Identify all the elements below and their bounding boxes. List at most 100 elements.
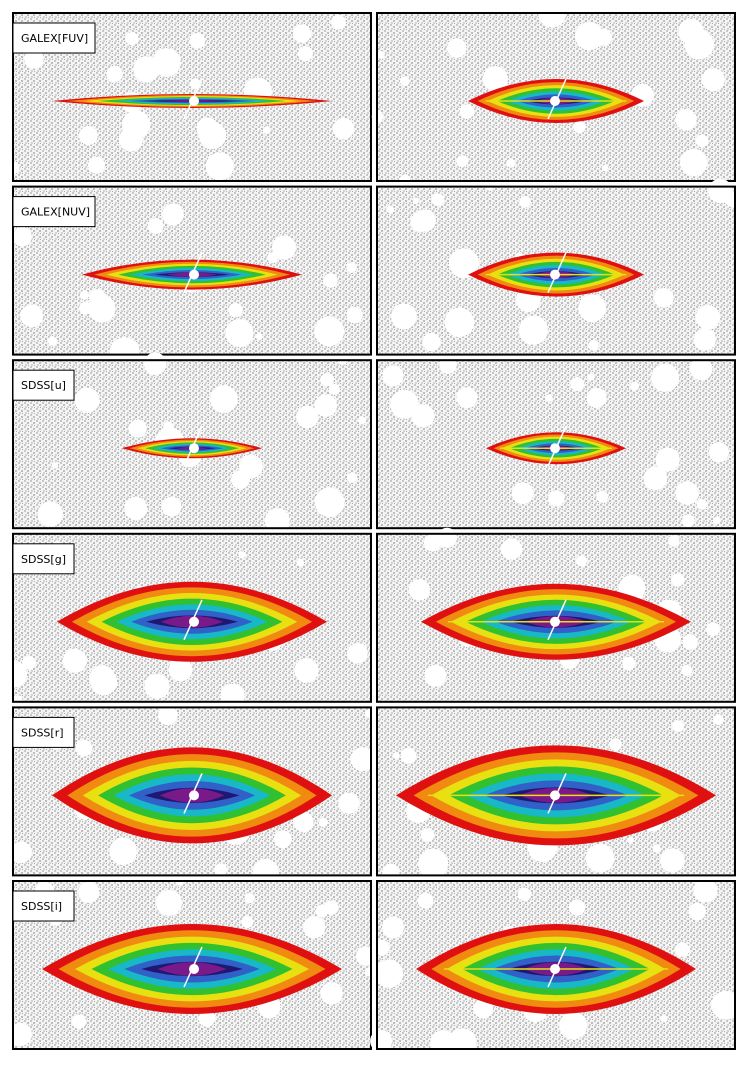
mask: [11, 695, 23, 707]
label-box: [12, 890, 75, 922]
mask: [706, 622, 720, 637]
mask: [168, 657, 193, 682]
mask: [370, 1030, 393, 1053]
mask: [161, 496, 182, 517]
mask: [575, 555, 587, 567]
mask: [350, 747, 375, 772]
mask: [382, 365, 404, 387]
mask: [517, 887, 532, 901]
panel-label: SDSS[i]: [21, 900, 62, 913]
star: [189, 790, 199, 801]
mask: [682, 634, 698, 650]
mask: [695, 305, 720, 330]
star: [550, 790, 560, 801]
mask: [545, 394, 553, 402]
mask: [144, 673, 170, 699]
mask: [671, 573, 685, 587]
mask: [51, 462, 59, 469]
mask: [643, 466, 668, 491]
mask: [228, 303, 243, 318]
mask: [391, 303, 417, 330]
mask: [89, 289, 106, 306]
mask: [559, 1011, 588, 1040]
panel-border: [12, 185, 372, 356]
mask: [575, 22, 604, 51]
mask: [189, 78, 201, 90]
mask: [724, 191, 741, 208]
mask: [8, 1022, 32, 1046]
mask: [652, 844, 661, 853]
label-box: [12, 22, 96, 54]
mask: [214, 863, 228, 877]
mask: [353, 643, 367, 657]
mask: [653, 287, 674, 308]
mask: [198, 1010, 216, 1027]
mask: [693, 328, 716, 351]
mask: [199, 121, 227, 150]
panel-border: [376, 185, 736, 356]
mask: [20, 304, 44, 328]
mask: [392, 752, 400, 759]
mask: [439, 356, 457, 374]
image-panel: SDSS[g]: [0, 532, 372, 709]
model-panel: [376, 527, 736, 703]
mask: [122, 110, 151, 139]
panel-label: SDSS[u]: [21, 379, 66, 392]
mask: [297, 46, 313, 62]
mask: [320, 372, 334, 387]
mask: [331, 14, 346, 30]
model-panel: [376, 178, 741, 356]
mask: [667, 535, 680, 547]
mask: [12, 227, 32, 247]
model-panel: [370, 878, 740, 1058]
panel-border: [376, 706, 736, 877]
star: [189, 443, 199, 454]
mask: [684, 29, 714, 60]
mask: [296, 558, 305, 567]
mask: [220, 683, 245, 709]
mask: [274, 830, 292, 849]
mask: [124, 496, 148, 520]
star: [189, 269, 199, 280]
panel-label: SDSS[g]: [21, 553, 66, 566]
mask: [382, 916, 404, 939]
mask: [695, 134, 709, 148]
mask: [210, 385, 238, 413]
panel-label: GALEX[FUV]: [21, 32, 88, 45]
mask: [262, 126, 271, 134]
mask: [410, 211, 431, 233]
mask: [79, 301, 93, 315]
mask: [293, 812, 314, 833]
mask: [627, 837, 634, 844]
mask: [320, 982, 343, 1005]
label-box: [12, 196, 96, 228]
panel-border: [376, 12, 736, 182]
mask: [161, 203, 184, 226]
star: [550, 616, 560, 627]
mask: [422, 332, 441, 352]
mask: [429, 1030, 458, 1058]
mask: [37, 501, 63, 527]
star: [189, 964, 199, 974]
image-panel: GALEX[FUV]: [6, 12, 372, 182]
mask: [294, 658, 319, 683]
mask: [609, 738, 622, 751]
mask: [423, 534, 442, 552]
image-panel: SDSS[r]: [10, 705, 375, 886]
mask: [143, 352, 167, 376]
mask: [680, 148, 708, 177]
mask: [74, 387, 100, 413]
mask: [109, 837, 137, 866]
mask: [456, 387, 478, 409]
mask: [128, 419, 147, 438]
mask: [125, 32, 139, 46]
mask: [473, 998, 493, 1019]
star: [550, 269, 560, 280]
mask: [519, 196, 531, 208]
star: [550, 964, 560, 974]
mask: [338, 792, 360, 814]
image-panel: SDSS[i]: [8, 876, 376, 1050]
mask: [152, 48, 181, 77]
